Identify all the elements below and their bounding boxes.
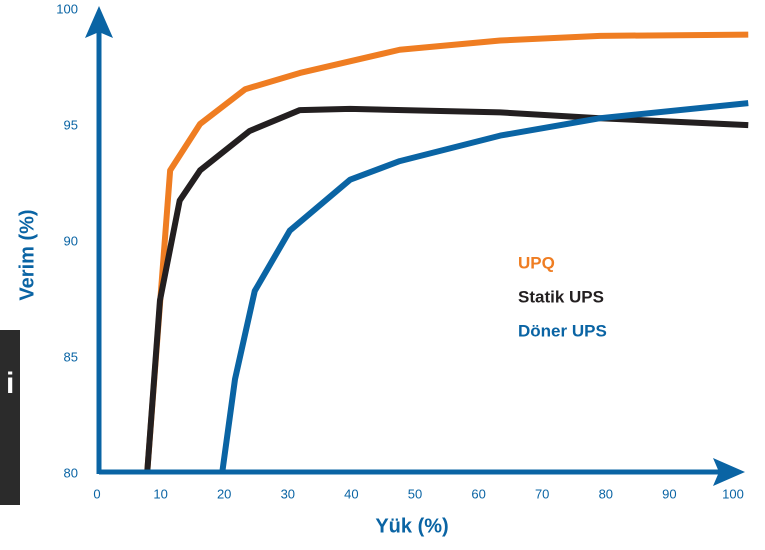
x-tick-label: 70: [535, 486, 549, 501]
series-line: [144, 31, 749, 473]
x-tick-label: 80: [599, 486, 613, 501]
y-tick-label: 85: [64, 349, 78, 364]
series-line: [219, 100, 749, 473]
x-tick-label: 20: [217, 486, 231, 501]
series-line: [144, 105, 749, 473]
legend-label: UPQ: [518, 253, 555, 272]
x-tick-label: 10: [153, 486, 167, 501]
x-tick-label: 30: [281, 486, 295, 501]
x-tick-label: 60: [471, 486, 485, 501]
x-tick-label: 0: [93, 486, 100, 501]
x-tick-label: 100: [722, 486, 744, 501]
y-tick-label: 95: [64, 117, 78, 132]
side-tab-label: i: [6, 367, 14, 400]
x-axis-arrow: [713, 458, 745, 486]
legend-label: Döner UPS: [518, 321, 607, 340]
y-axis-arrow: [85, 6, 113, 38]
y-tick-label: 80: [64, 465, 78, 480]
x-tick-label: 90: [662, 486, 676, 501]
y-tick-label: 90: [64, 233, 78, 248]
y-axis-label: Verim (%): [16, 209, 38, 300]
x-axis-label: Yük (%): [375, 515, 448, 537]
x-tick-label: 40: [344, 486, 358, 501]
legend-label: Statik UPS: [518, 287, 604, 306]
side-tab: [0, 330, 20, 505]
x-tick-label: 50: [408, 486, 422, 501]
y-tick-label: 100: [56, 1, 78, 16]
